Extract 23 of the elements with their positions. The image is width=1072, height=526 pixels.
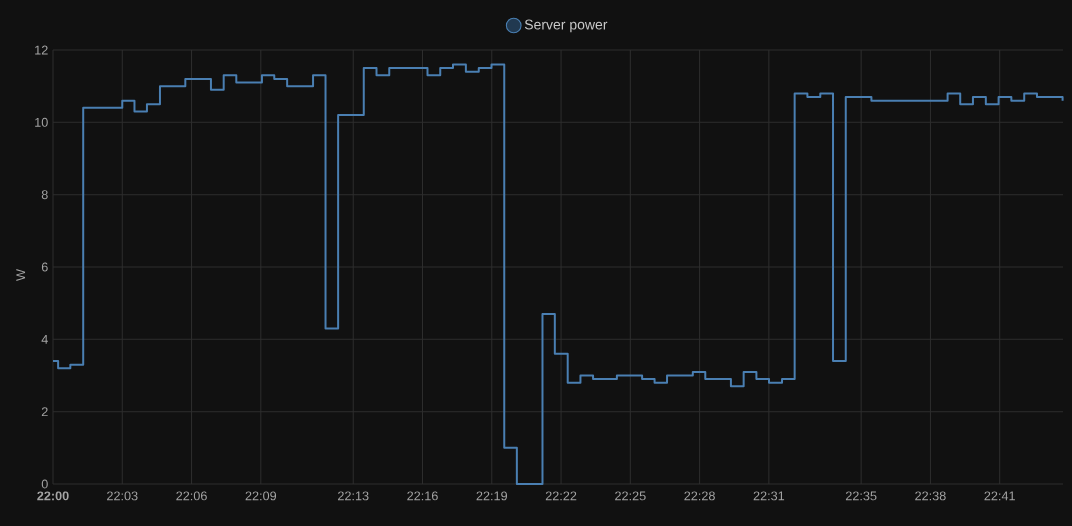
x-tick-label: 22:41 xyxy=(984,491,1015,501)
x-tick-label: 22:25 xyxy=(615,491,646,501)
x-tick-label: 22:28 xyxy=(684,491,715,501)
legend-label: Server power xyxy=(524,19,608,33)
y-tick-label: 2 xyxy=(41,407,48,417)
x-tick-label: 22:09 xyxy=(245,491,277,501)
x-tick-label: 22:03 xyxy=(107,491,138,501)
y-tick-label: 4 xyxy=(41,334,48,344)
y-tick-label: 0 xyxy=(41,479,48,489)
y-tick-label: 12 xyxy=(35,45,48,55)
x-tick-label: 22:22 xyxy=(545,491,577,501)
x-tick-label: 22:38 xyxy=(915,491,946,501)
x-tick-label: 22:06 xyxy=(176,491,207,501)
x-tick-label: 22:19 xyxy=(476,491,508,501)
x-tick-label: 22:00 xyxy=(37,491,69,501)
x-tick-label: 22:13 xyxy=(338,491,369,501)
x-tick-label: 22:31 xyxy=(753,491,785,501)
y-tick-label: 6 xyxy=(41,262,48,272)
x-tick-label: 22:35 xyxy=(845,491,877,501)
y-axis-title: W xyxy=(16,269,26,281)
y-tick-label: 8 xyxy=(41,190,48,200)
x-tick-label: 22:16 xyxy=(407,491,438,501)
y-tick-label: 10 xyxy=(35,117,48,127)
